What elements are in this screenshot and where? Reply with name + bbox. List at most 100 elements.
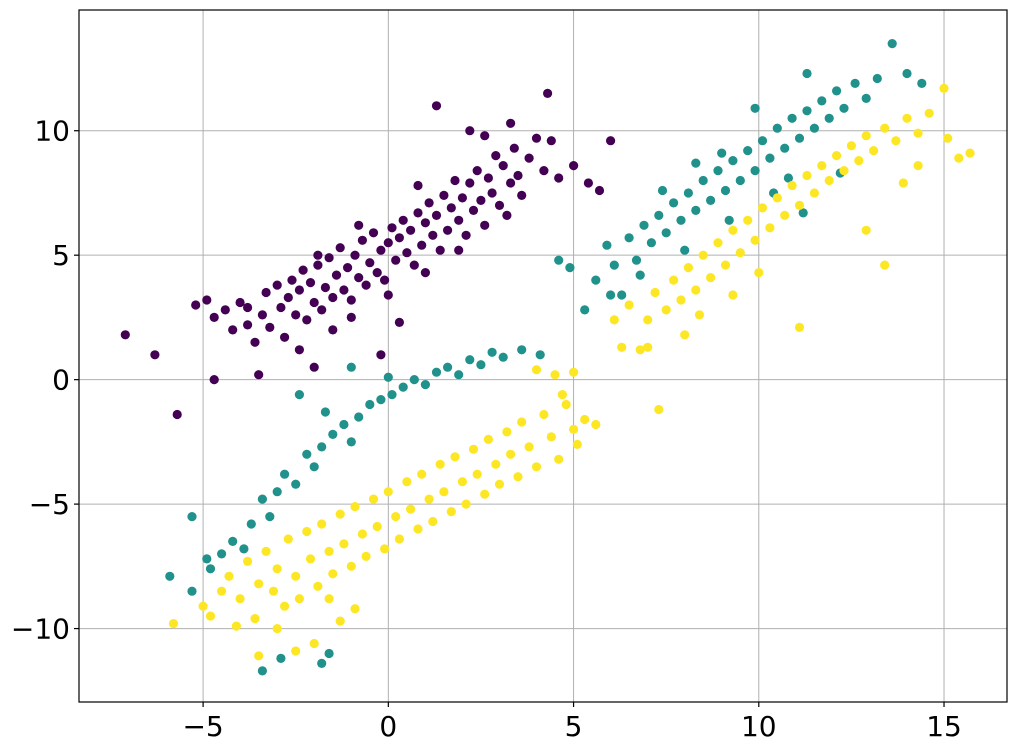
- scatter-point: [457, 193, 467, 203]
- scatter-point: [506, 449, 516, 459]
- scatter-point: [524, 153, 534, 163]
- scatter-point: [939, 83, 949, 93]
- scatter-point: [339, 539, 349, 549]
- scatter-point: [965, 148, 975, 158]
- scatter-point: [383, 290, 393, 300]
- scatter-point: [431, 367, 442, 377]
- scatter-point: [650, 287, 660, 298]
- scatter-point: [387, 390, 397, 400]
- scatter-point: [387, 223, 397, 233]
- scatter-point: [594, 185, 605, 196]
- scatter-point: [317, 442, 327, 452]
- scatter-point: [794, 200, 805, 210]
- scatter-point: [309, 297, 319, 308]
- scatter-point: [902, 68, 912, 79]
- scatter-point: [309, 362, 319, 372]
- scatter-point: [676, 215, 686, 225]
- scatter-point: [346, 561, 356, 571]
- scatter-point: [291, 479, 301, 489]
- scatter-point: [398, 215, 408, 225]
- scatter-point: [480, 220, 490, 230]
- scatter-point: [317, 658, 327, 669]
- scatter-point: [798, 208, 808, 218]
- x-axis-ticks: −5 0 5 10 15: [182, 702, 962, 743]
- scatter-point: [569, 424, 579, 434]
- scatter-point: [446, 507, 456, 517]
- scatter-point: [861, 225, 871, 235]
- scatter-point: [817, 161, 827, 171]
- scatter-point: [439, 487, 449, 497]
- scatter-point: [272, 624, 282, 634]
- scatter-point: [735, 248, 745, 258]
- scatter-point: [561, 399, 571, 410]
- scatter-point: [250, 337, 260, 347]
- scatter-point: [757, 136, 768, 146]
- y-tick-label: 5: [52, 239, 70, 272]
- scatter-point: [309, 638, 319, 649]
- scatter-point: [465, 355, 475, 365]
- scatter-point: [357, 529, 367, 539]
- scatter-point: [317, 305, 327, 315]
- scatter-point: [350, 604, 360, 614]
- scatter-point: [454, 215, 464, 225]
- scatter-point: [557, 390, 568, 400]
- scatter-point: [254, 579, 264, 589]
- scatter-point: [854, 156, 864, 166]
- scatter-point: [472, 469, 482, 479]
- scatter-point: [554, 255, 564, 265]
- scatter-point: [539, 166, 549, 176]
- scatter-point: [869, 146, 879, 156]
- scatter-point: [531, 365, 542, 375]
- scatter-point: [787, 113, 797, 123]
- scatter-point: [498, 352, 508, 362]
- scatter-point: [839, 103, 849, 113]
- scatter-point: [772, 193, 782, 203]
- scatter-point: [661, 305, 671, 315]
- scatter-point: [954, 153, 964, 163]
- scatter-point: [346, 362, 356, 372]
- scatter-point: [191, 300, 201, 310]
- scatter-point: [917, 78, 927, 88]
- scatter-point: [554, 454, 564, 464]
- scatter-point: [765, 223, 775, 233]
- scatter-point: [698, 250, 708, 260]
- scatter-point: [617, 342, 627, 352]
- scatter-point: [832, 86, 842, 96]
- scatter-point: [354, 273, 364, 283]
- scatter-point: [643, 342, 653, 352]
- scatter-point: [420, 380, 430, 390]
- x-tick-label: 15: [926, 710, 962, 743]
- scatter-point: [220, 305, 230, 315]
- scatter-point: [494, 479, 505, 489]
- scatter-point: [461, 499, 471, 509]
- scatter-point: [609, 315, 619, 325]
- scatter-point: [217, 586, 227, 596]
- scatter-point: [346, 295, 356, 305]
- scatter-point: [420, 218, 430, 228]
- scatter-point: [320, 282, 330, 293]
- scatter-point: [276, 653, 286, 664]
- scatter-point: [120, 330, 130, 340]
- scatter-point: [243, 320, 253, 330]
- scatter-point: [383, 372, 393, 382]
- scatter-point: [320, 407, 330, 417]
- scatter-point: [406, 225, 416, 235]
- scatter-point: [802, 170, 812, 181]
- scatter-point: [535, 350, 545, 360]
- scatter-point: [891, 136, 901, 146]
- scatter-point: [276, 302, 286, 313]
- scatter-point: [228, 536, 238, 547]
- scatter-point: [454, 370, 464, 380]
- scatter-point: [383, 238, 393, 248]
- scatter-point: [313, 260, 323, 270]
- scatter-point: [713, 166, 723, 176]
- scatter-point: [787, 180, 797, 191]
- scatter-point: [435, 245, 445, 255]
- scatter-point: [376, 395, 386, 405]
- scatter-point: [902, 113, 912, 123]
- scatter-point: [824, 113, 834, 123]
- scatter-point: [202, 295, 212, 305]
- scatter-point: [287, 275, 297, 285]
- scatter-point: [376, 350, 386, 360]
